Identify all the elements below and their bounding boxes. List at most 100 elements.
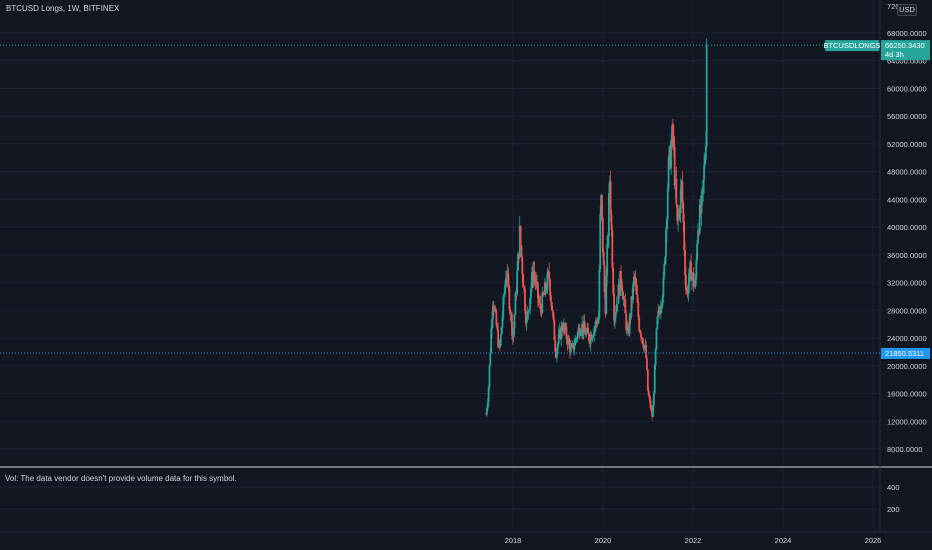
countdown-label: 4d 3h <box>885 50 904 59</box>
candle-body <box>489 352 492 366</box>
candle-body <box>576 331 579 339</box>
symbol-tag <box>825 40 879 52</box>
candle-body <box>492 304 495 311</box>
candle-body <box>607 235 609 245</box>
candle-body <box>499 334 502 347</box>
candle-body <box>545 290 548 292</box>
candle-body <box>676 204 679 221</box>
candle-body <box>491 319 493 330</box>
time-tick-label: 2024 <box>775 536 792 545</box>
candle-body <box>504 284 506 295</box>
candle-body <box>634 278 637 284</box>
price-tick-label: 720 <box>887 2 900 11</box>
candle-body <box>673 146 676 186</box>
candle-body <box>691 274 693 281</box>
time-tick-label: 2022 <box>685 536 702 545</box>
candle-body <box>683 222 686 251</box>
time-tick-label: 2018 <box>505 536 522 545</box>
candle-body <box>621 291 624 300</box>
candle-body <box>677 217 680 221</box>
candle-body <box>662 276 665 298</box>
candle-body <box>664 257 667 265</box>
candle-body <box>585 331 588 335</box>
candle-body <box>665 229 667 258</box>
hline-value-tag <box>881 347 930 359</box>
candle-body <box>653 365 656 394</box>
candle-body <box>703 164 705 181</box>
candle-body <box>656 317 659 329</box>
candle-body <box>635 283 638 295</box>
candle-body <box>557 334 560 344</box>
candle-body <box>630 296 633 317</box>
candle-body <box>485 408 488 415</box>
candle-body <box>645 345 647 359</box>
candle-body <box>552 312 555 321</box>
candle-body <box>536 281 538 283</box>
candle-body <box>573 345 576 350</box>
candle-body <box>681 181 684 203</box>
candle-body <box>628 315 631 334</box>
candle-body <box>529 298 532 310</box>
candle-body <box>647 390 650 396</box>
candle-body <box>551 309 554 313</box>
candle-body <box>550 301 553 310</box>
candle-body <box>685 275 687 290</box>
price-tick-label: 40000.0000 <box>887 223 927 232</box>
candle-body <box>684 250 686 276</box>
candle-body <box>693 286 696 288</box>
candle-body <box>517 253 519 271</box>
candle-body <box>672 125 674 137</box>
candle-body <box>548 271 551 280</box>
candle-body <box>542 292 545 296</box>
candle-body <box>614 317 616 321</box>
candle-body <box>700 195 703 214</box>
symbol-tag-label: BTCUSDLONGS <box>823 41 880 50</box>
candle-body <box>496 325 499 330</box>
volume-tick-label: 400 <box>887 483 900 492</box>
candle-body <box>655 328 658 350</box>
candle-body <box>574 339 577 346</box>
candle-body <box>643 346 646 349</box>
candle-body <box>666 188 669 220</box>
candle-body <box>624 299 627 313</box>
candle-body <box>549 279 551 296</box>
candle-body <box>611 229 614 268</box>
candle-body <box>625 312 628 330</box>
candle-body <box>605 275 608 314</box>
candle-body <box>500 327 503 335</box>
candle-body <box>578 327 581 336</box>
candle-body <box>541 292 544 314</box>
candle-body <box>546 273 549 291</box>
candle-body <box>556 349 558 358</box>
candle-body <box>565 326 568 339</box>
candle-body <box>490 329 493 353</box>
candle-body <box>704 145 707 161</box>
candle-body <box>652 405 654 417</box>
candle-body <box>505 278 507 285</box>
candle-body <box>539 303 542 310</box>
candle-body <box>659 307 662 314</box>
candle-body <box>661 297 664 305</box>
candle-body <box>508 287 511 310</box>
candle-body <box>511 314 513 336</box>
candle-body <box>516 270 519 295</box>
price-axis[interactable]: 68000.0000 64000.0000 60000.0000 56000.0000… <box>887 2 927 454</box>
candle-body <box>528 309 531 312</box>
candle-body <box>568 338 570 343</box>
candle-body <box>519 226 522 246</box>
candle-body <box>526 311 529 319</box>
candle-body <box>685 289 688 291</box>
candle-body <box>599 214 602 270</box>
currency-button[interactable]: USD <box>897 4 917 16</box>
candle-body <box>639 330 641 333</box>
candle-body <box>597 317 600 324</box>
candle-body <box>672 136 675 147</box>
candle-body <box>663 264 666 277</box>
symbol-title[interactable]: BTCUSD Longs, 1W, BITFINEX <box>6 4 120 13</box>
candle-body <box>627 327 629 330</box>
price-tick-label: 36000.0000 <box>887 251 927 260</box>
time-axis[interactable]: 2018 2020 2022 2024 2026 <box>505 536 882 545</box>
candle-body <box>606 244 609 276</box>
price-tick-label: 32000.0000 <box>887 279 927 288</box>
